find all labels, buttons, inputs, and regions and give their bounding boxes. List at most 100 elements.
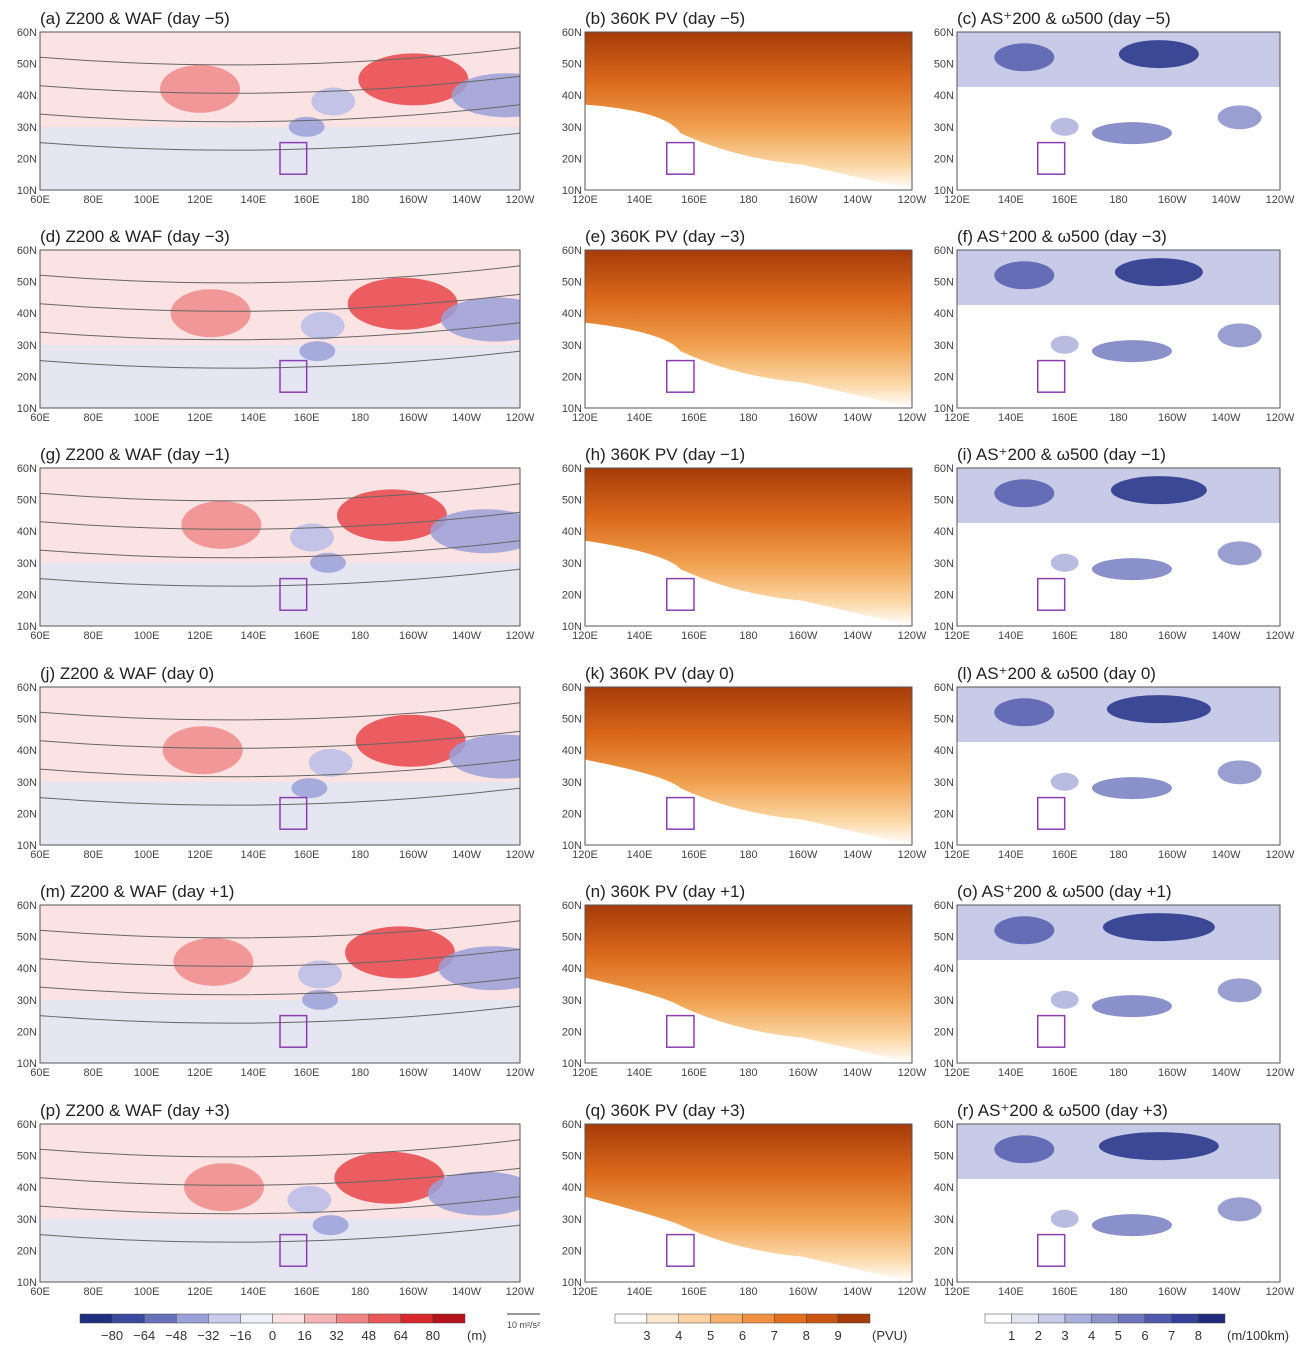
lon-label: 140E bbox=[240, 194, 266, 206]
lat-label: 40N bbox=[934, 90, 954, 102]
lat-label: 40N bbox=[17, 308, 37, 320]
lon-label: 140W bbox=[452, 412, 481, 424]
lat-label: 40N bbox=[934, 526, 954, 538]
target-box bbox=[1037, 577, 1066, 611]
target-box bbox=[279, 359, 308, 393]
lon-label: 60E bbox=[30, 1286, 50, 1298]
lon-label: 160E bbox=[681, 194, 707, 206]
map bbox=[585, 32, 912, 190]
map bbox=[585, 905, 912, 1063]
lat-label: 60N bbox=[562, 463, 582, 475]
colorbar-swatch bbox=[1091, 1313, 1119, 1324]
contour bbox=[40, 920, 520, 939]
lat-label: 50N bbox=[934, 495, 954, 507]
lat-label: 30N bbox=[562, 1214, 582, 1226]
colorbar-label: 5 bbox=[1115, 1328, 1122, 1343]
anomaly bbox=[310, 552, 346, 573]
lon-label: 140E bbox=[998, 630, 1024, 642]
field bbox=[1091, 122, 1172, 145]
lon-label: 160E bbox=[681, 1286, 707, 1298]
field bbox=[1091, 777, 1172, 800]
lat-label: 40N bbox=[562, 963, 582, 975]
lat-label: 60N bbox=[934, 682, 954, 694]
anomaly bbox=[430, 509, 520, 554]
lat-label: 20N bbox=[17, 153, 37, 165]
contour bbox=[40, 702, 520, 721]
map bbox=[957, 687, 1280, 845]
colorbar-label: 80 bbox=[426, 1328, 440, 1343]
colorbar-swatch bbox=[1144, 1313, 1172, 1324]
lon-label: 180 bbox=[351, 1067, 369, 1079]
field bbox=[1102, 913, 1215, 942]
field bbox=[994, 43, 1055, 72]
colorbar-swatch bbox=[806, 1313, 839, 1324]
lat-label: 20N bbox=[562, 1245, 582, 1257]
map-frame bbox=[39, 686, 521, 846]
target-box bbox=[666, 359, 695, 393]
colorbar-swatch bbox=[79, 1313, 113, 1324]
lat-label: 30N bbox=[934, 777, 954, 789]
lat-label: 20N bbox=[934, 1026, 954, 1038]
lon-label: 100E bbox=[134, 630, 160, 642]
lon-label: 80E bbox=[84, 194, 104, 206]
lon-label: 140W bbox=[1212, 412, 1241, 424]
lon-label: 120W bbox=[898, 194, 927, 206]
lat-label: 40N bbox=[17, 526, 37, 538]
lon-label: 160W bbox=[399, 412, 428, 424]
lon-label: 140E bbox=[627, 1067, 653, 1079]
lon-label: 140W bbox=[843, 1067, 872, 1079]
contour bbox=[40, 104, 520, 123]
anomaly bbox=[347, 277, 458, 330]
target-box bbox=[666, 1014, 695, 1048]
lat-label: 50N bbox=[934, 59, 954, 71]
lon-label: 160W bbox=[399, 849, 428, 861]
lat-label: 60N bbox=[934, 27, 954, 39]
lat-label: 50N bbox=[934, 714, 954, 726]
panel-title: (d) Z200 & WAF (day −3) bbox=[40, 227, 230, 246]
map bbox=[585, 1124, 912, 1282]
lat-label: 40N bbox=[17, 90, 37, 102]
anomaly bbox=[170, 289, 251, 338]
lat-label: 60N bbox=[17, 1119, 37, 1131]
lat-label: 20N bbox=[934, 153, 954, 165]
map-frame bbox=[584, 1123, 913, 1283]
lon-label: 120W bbox=[1266, 630, 1295, 642]
field bbox=[1217, 323, 1262, 348]
lon-label: 160E bbox=[1052, 1067, 1078, 1079]
colorbar-swatch bbox=[400, 1313, 434, 1324]
lon-label: 100E bbox=[134, 1067, 160, 1079]
target-box bbox=[279, 1014, 308, 1048]
target-box bbox=[1037, 141, 1066, 175]
colorbar-label: 0 bbox=[269, 1328, 276, 1343]
lon-label: 180 bbox=[739, 194, 757, 206]
lat-label: 60N bbox=[934, 463, 954, 475]
colorbar-label: 64 bbox=[394, 1328, 408, 1343]
anomaly bbox=[290, 523, 334, 552]
map-frame bbox=[584, 686, 913, 846]
lat-label: 20N bbox=[17, 808, 37, 820]
lat-label: 60N bbox=[562, 27, 582, 39]
anomaly bbox=[287, 1185, 332, 1214]
colorbar-swatch bbox=[742, 1313, 775, 1324]
anomaly bbox=[162, 726, 243, 775]
anomaly bbox=[299, 341, 336, 362]
lon-label: 160E bbox=[681, 412, 707, 424]
colorbar-swatch bbox=[614, 1313, 648, 1324]
lat-label: 30N bbox=[17, 995, 37, 1007]
lat-label: 20N bbox=[934, 1245, 954, 1257]
field bbox=[1106, 695, 1211, 724]
colorbar-label: 5 bbox=[707, 1328, 714, 1343]
lon-label: 160E bbox=[1052, 630, 1078, 642]
anomaly bbox=[337, 489, 447, 542]
lon-label: 180 bbox=[351, 630, 369, 642]
lon-label: 60E bbox=[30, 194, 50, 206]
lon-label: 160W bbox=[1158, 412, 1187, 424]
lat-label: 20N bbox=[934, 808, 954, 820]
lon-label: 160E bbox=[294, 1067, 320, 1079]
lon-label: 160E bbox=[294, 630, 320, 642]
panel-title: (i) AS⁺200 & ω500 (day −1) bbox=[957, 445, 1166, 464]
lon-label: 140W bbox=[1212, 1067, 1241, 1079]
colorbar-swatch bbox=[1011, 1313, 1039, 1324]
map-frame bbox=[39, 904, 521, 1064]
lat-label: 40N bbox=[562, 745, 582, 757]
